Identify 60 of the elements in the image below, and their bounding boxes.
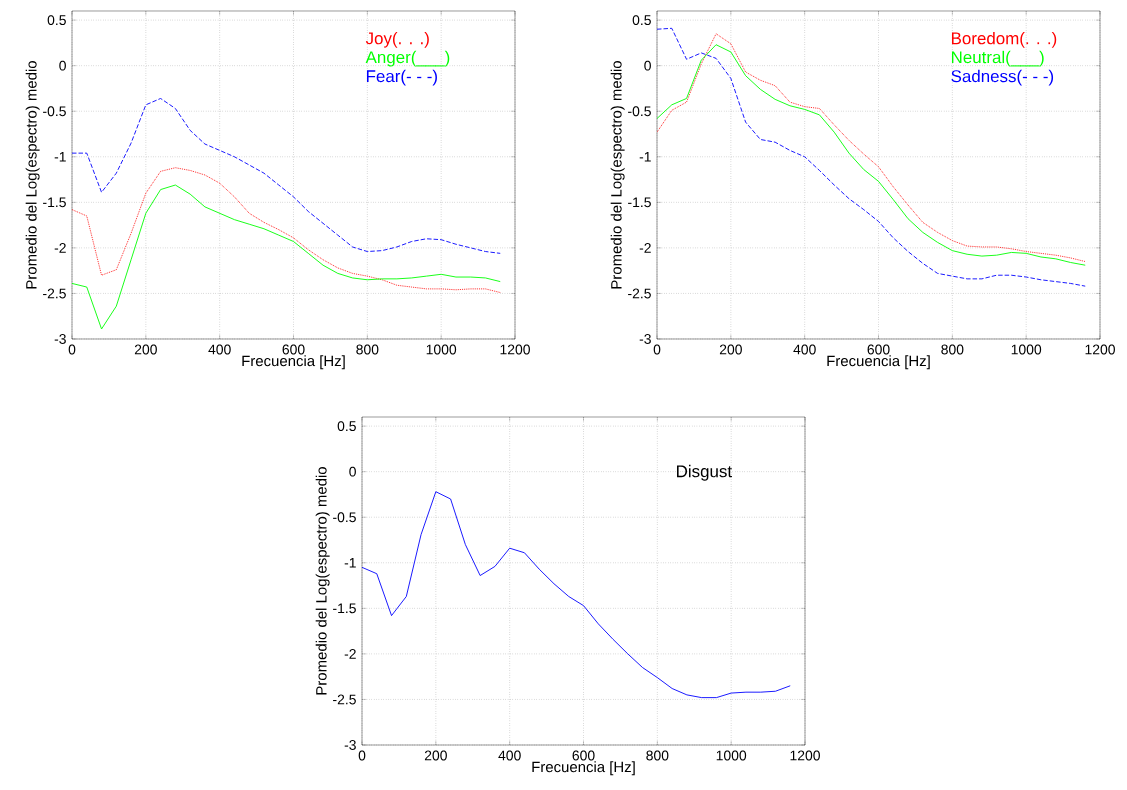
y-tick-label: -2.5 [43, 288, 66, 299]
y-axis-title: Promedio del Log(espectro) medio [610, 61, 625, 289]
y-tick-label: -2 [344, 649, 356, 659]
y-tick-label: -1.5 [628, 197, 651, 208]
annotation: Disgust [677, 464, 732, 481]
x-axis-title: Frecuencia [Hz] [827, 355, 930, 370]
x-tick-label: 800 [941, 344, 964, 355]
y-tick-label: -3 [344, 740, 356, 750]
x-tick-label: 200 [134, 344, 157, 355]
y-tick-label: 0 [349, 466, 356, 477]
x-tick-label: 600 [282, 344, 305, 355]
y-tick-label: -0.5 [628, 106, 651, 117]
x-tick-label: 400 [793, 344, 816, 355]
line-series [72, 167, 501, 293]
y-tick-label: 0.5 [632, 15, 651, 26]
text: Boredom(. . .) [951, 31, 1057, 48]
x-axis-title: Frecuencia [Hz] [242, 355, 345, 370]
y-tick-label: 0.5 [47, 15, 66, 26]
y-tick-label: -1 [54, 151, 66, 162]
y-tick-label: -0.5 [333, 512, 356, 523]
text: Neutral(___) [951, 50, 1044, 67]
x-tick-label: 0 [358, 750, 366, 761]
y-tick-label: -2.5 [333, 694, 356, 705]
text: Anger(___) [365, 50, 450, 67]
x-tick-label: 1000 [716, 750, 747, 761]
x-tick-label: 1200 [1085, 344, 1115, 355]
x-tick-label: 0 [653, 344, 661, 355]
y-axis-title: Promedio del Log(espectro) medio [25, 61, 40, 289]
x-tick-label: 400 [498, 750, 521, 761]
y-tick-label: -2 [639, 243, 651, 253]
x-tick-label: 1000 [1011, 344, 1042, 355]
x-axis-title: Frecuencia [Hz] [532, 761, 635, 776]
text: Sadness(- - -) [951, 69, 1054, 86]
y-tick-label: 0 [59, 60, 66, 71]
x-tick-label: 200 [719, 344, 742, 355]
text: Fear(- - -) [366, 69, 437, 86]
x-tick-label: 0 [68, 344, 76, 355]
y-tick-label: 0 [644, 60, 651, 71]
x-tick-label: 1200 [500, 344, 530, 355]
text: Joy(. . .) [365, 31, 429, 48]
y-tick-label: -0.5 [43, 106, 66, 117]
y-tick-label: -1.5 [43, 197, 66, 208]
x-tick-label: 800 [646, 750, 669, 761]
y-tick-label: -2.5 [628, 288, 651, 299]
x-tick-label: 1200 [790, 750, 820, 761]
y-tick-label: 0.5 [337, 421, 356, 432]
x-tick-label: 200 [424, 750, 447, 761]
y-tick-label: -3 [639, 334, 651, 344]
line-series [362, 491, 791, 699]
y-tick-label: -2 [54, 243, 66, 253]
y-tick-label: -1 [344, 557, 356, 568]
x-tick-label: 400 [208, 344, 231, 355]
x-tick-label: 1000 [426, 344, 457, 355]
y-tick-label: -1 [639, 151, 651, 162]
x-tick-label: 800 [356, 344, 379, 355]
y-tick-label: -3 [54, 334, 66, 344]
y-axis-title: Promedio del Log(espectro) medio [315, 467, 330, 695]
x-tick-label: 600 [867, 344, 890, 355]
x-tick-label: 600 [572, 750, 595, 761]
y-tick-label: -1.5 [333, 603, 356, 614]
